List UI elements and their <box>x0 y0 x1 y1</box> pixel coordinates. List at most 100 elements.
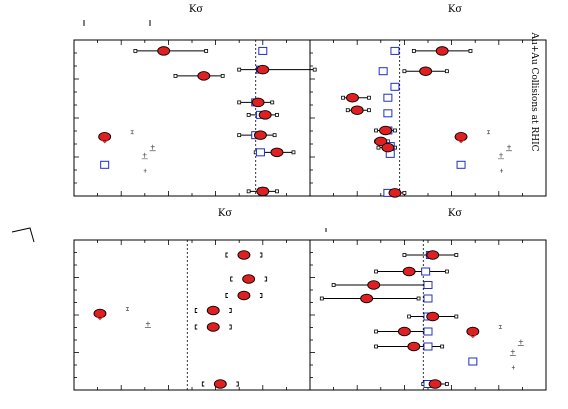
data-point-circle <box>388 188 402 198</box>
error-cap <box>237 133 242 138</box>
panel-title-top-right: Kσ <box>448 4 462 15</box>
legend-glyph <box>498 325 502 329</box>
data-point-circle <box>237 250 251 260</box>
data-point-circle <box>407 341 421 352</box>
plot-frame <box>309 39 547 197</box>
error-cap <box>402 69 407 74</box>
data-point-circle <box>242 274 256 284</box>
data-point-circle <box>197 71 211 81</box>
data-point-circle <box>346 92 359 103</box>
systematic-bracket <box>229 324 232 330</box>
legend-marker-circle <box>93 308 107 319</box>
error-cap <box>416 296 421 301</box>
data-point-square <box>383 109 393 118</box>
error-cap <box>374 329 378 334</box>
error-cap <box>173 73 178 78</box>
data-point-circle <box>206 322 220 332</box>
legend-marker-circle <box>98 131 112 142</box>
collision-label: Au+Au Collisions at RHIC <box>529 31 539 151</box>
data-point-square <box>258 46 268 55</box>
error-cap <box>454 253 459 257</box>
plot-frame <box>73 239 311 391</box>
systematic-bracket <box>259 293 263 298</box>
systematic-bracket <box>264 276 268 282</box>
panel-bottom-left <box>73 239 311 391</box>
sqrt-symbol <box>11 227 35 243</box>
data-point-square <box>423 281 433 289</box>
data-point-circle <box>256 64 270 75</box>
data-point-circle <box>213 379 227 389</box>
error-cap <box>402 190 407 195</box>
data-point-circle <box>256 186 270 197</box>
error-cap <box>275 112 279 117</box>
error-cap <box>319 296 324 301</box>
data-point-square <box>390 82 400 91</box>
legend-marker-circle <box>454 131 468 142</box>
data-point-circle <box>374 136 388 147</box>
error-cap <box>367 108 371 113</box>
data-point-circle <box>426 311 440 322</box>
data-point-circle <box>435 46 449 56</box>
error-cap <box>312 67 317 72</box>
systematic-bracket <box>201 381 205 387</box>
data-point-circle <box>206 305 220 316</box>
data-point-square <box>383 93 393 102</box>
data-point-circle <box>379 125 392 136</box>
data-point-circle <box>253 130 267 140</box>
data-point-circle <box>367 280 381 290</box>
legend-marker-square <box>100 160 110 169</box>
error-cap <box>374 344 378 349</box>
data-point-circle <box>157 46 171 56</box>
error-cap <box>376 145 381 150</box>
data-point-square <box>423 294 433 303</box>
systematic-bracket <box>194 324 198 330</box>
data-point-circle <box>381 142 395 153</box>
error-cap <box>468 49 473 53</box>
error-cap <box>374 128 378 133</box>
data-point-square <box>421 267 431 276</box>
error-cap <box>444 269 449 274</box>
error-cap <box>454 314 459 319</box>
error-cap <box>331 283 336 287</box>
legend-glyph <box>498 152 505 173</box>
data-point-square <box>378 67 388 76</box>
legend-marker-circle <box>466 326 480 337</box>
systematic-bracket <box>194 308 198 313</box>
legend-marker-square <box>456 160 466 169</box>
error-cap <box>402 253 407 257</box>
panel-title-bottom-left: Kσ <box>218 208 232 219</box>
error-cap <box>275 189 279 194</box>
error-cap <box>367 95 371 100</box>
legend-glyph <box>149 144 156 152</box>
error-cap <box>133 49 138 53</box>
systematic-bracket <box>229 308 232 313</box>
systematic-bracket <box>225 252 228 258</box>
error-cap <box>237 67 242 72</box>
data-point-square <box>423 342 433 351</box>
panel-top-right <box>309 39 547 198</box>
error-cap <box>270 100 275 105</box>
error-cap <box>393 128 397 133</box>
legend-glyph <box>517 339 524 346</box>
error-cap <box>204 49 209 53</box>
data-point-circle <box>402 266 416 277</box>
error-cap <box>220 73 225 78</box>
legend-marker-square <box>468 357 478 366</box>
data-point-circle <box>350 105 364 115</box>
legend-glyph <box>144 321 151 328</box>
systematic-bracket <box>259 252 263 258</box>
error-cap <box>411 49 416 53</box>
legend-marker-tail <box>96 316 104 321</box>
data-point-circle <box>397 326 411 337</box>
systematic-bracket <box>236 381 239 387</box>
data-point-circle <box>258 110 272 120</box>
panel-top-left <box>73 39 317 197</box>
error-cap <box>291 150 296 155</box>
data-point-circle <box>426 250 440 260</box>
legend-marker-tail <box>469 334 477 339</box>
data-point-circle <box>360 293 374 304</box>
error-cap <box>345 108 350 113</box>
legend-glyph <box>125 307 129 311</box>
legend-marker-tail <box>457 139 465 144</box>
legend-glyph <box>130 130 134 135</box>
